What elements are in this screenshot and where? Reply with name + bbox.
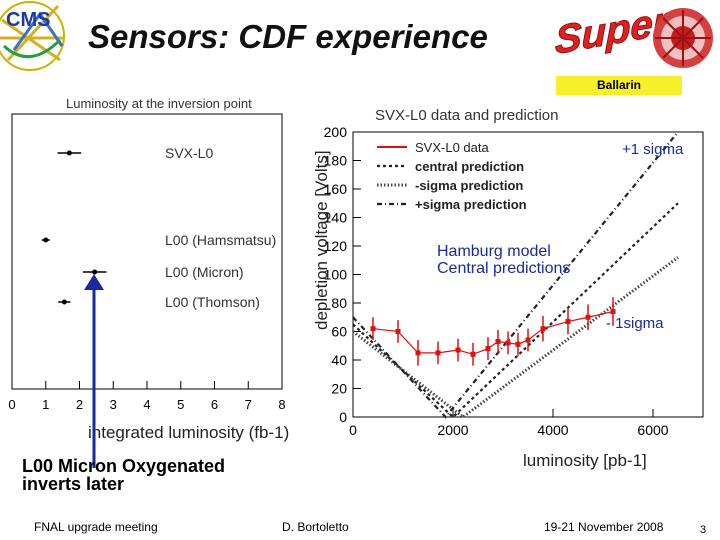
data-point [415,350,421,356]
left-chart-title: Luminosity at the inversion point [66,96,252,111]
left-x-tick-label: 3 [110,397,117,412]
depletion-voltage-chart: SVX-L0 data and prediction 0 20 40 60 80 100 1… [312,107,704,470]
central-predictions-annotation: Central predictions [437,260,570,277]
right-y-tick-label: 120 [324,238,348,254]
legend-entry: SVX-L0 data [415,140,489,155]
right-y-tick-label: 80 [331,295,347,311]
left-point-label: L00 (Micron) [165,264,244,280]
legend-entry: central prediction [415,159,524,174]
right-y-tick-label: 60 [331,324,347,340]
left-point [92,269,98,275]
prediction-line [352,256,679,419]
data-point [455,347,461,353]
cms-logo: CMS [0,0,82,72]
data-point [515,341,521,347]
right-y-tick-label: 180 [324,153,348,169]
left-plot-frame [11,113,283,390]
author-tag: Ballarin [556,76,682,95]
data-point [540,326,546,332]
super-logo: Super [555,2,713,68]
left-x-tick-label: 8 [278,397,285,412]
slide-title: Sensors: CDF experience [88,18,488,55]
right-y-tick-label: 200 [324,124,348,140]
data-point [485,346,491,352]
right-chart-title: SVX-L0 data and prediction [375,107,558,124]
note-line-1: L00 Micron Oxygenated [22,456,226,476]
right-x-tick-label: 4000 [537,422,568,438]
legend-entry: +sigma prediction [415,197,527,212]
data-point [585,314,591,320]
super-logo-text: Super [555,2,671,63]
data-point [370,326,376,332]
left-x-tick-label: 1 [42,397,49,412]
inversion-luminosity-chart: Luminosity at the inversion point 0 1 2 3 4 5… [8,96,289,442]
data-point [565,319,571,325]
data-point [395,329,401,334]
right-y-tick-label: 40 [331,352,347,368]
right-y-tick-label: 20 [331,381,347,397]
left-point [43,237,49,243]
data-point [495,338,501,344]
left-x-axis-label: integrated luminosity (fb-1) [88,423,289,442]
data-point [610,309,616,315]
footer-center: D. Bortoletto [282,520,349,534]
legend-entry: -sigma prediction [415,178,523,193]
plus-sigma-annotation: +1 sigma [622,141,684,158]
left-x-tick-label: 0 [8,397,15,412]
right-x-tick-label: 2000 [437,422,468,438]
right-y-tick-label: 140 [324,210,348,226]
cms-logo-text: CMS [6,9,50,31]
micron-arrow [84,274,104,468]
left-point-label: L00 (Thomson) [165,294,260,310]
footer-left: FNAL upgrade meeting [34,520,158,534]
left-x-tick-label: 7 [245,397,252,412]
footer [0,512,720,540]
data-point [435,350,441,356]
right-y-axis-label: depletion voltage [Volts] [312,150,331,330]
right-y-tick-label: 0 [339,409,347,425]
right-x-axis-label: luminosity [pb-1] [523,451,647,470]
left-point [61,299,67,305]
page-number: 3 [700,524,707,536]
arrow-head [84,274,104,290]
left-point [66,150,72,156]
right-y-tick-label: 100 [324,267,348,283]
micron-note: L00 Micron Oxygenated inverts later [22,457,282,493]
prediction-line [352,131,679,419]
right-y-tick-label: 160 [324,181,348,197]
left-x-tick-label: 5 [177,397,184,412]
left-x-tick-label: 4 [143,397,150,412]
right-x-tick-label: 6000 [637,422,668,438]
left-x-tick-label: 2 [76,397,83,412]
prediction-line [352,202,679,419]
right-x-tick-label: 0 [349,422,357,438]
data-point [505,340,511,346]
left-x-tick-label: 6 [211,397,218,412]
note-line-2: inverts later [22,474,125,494]
hamburg-model-annotation: Hamburg model [437,243,551,260]
data-point [470,351,476,357]
left-point-label: SVX-L0 [165,145,213,161]
footer-right: 19-21 November 2008 [544,520,664,534]
minus-sigma-annotation: - 1sigma [606,315,664,332]
data-point [525,337,531,343]
left-point-label: L00 (Hamsmatsu) [165,232,276,248]
